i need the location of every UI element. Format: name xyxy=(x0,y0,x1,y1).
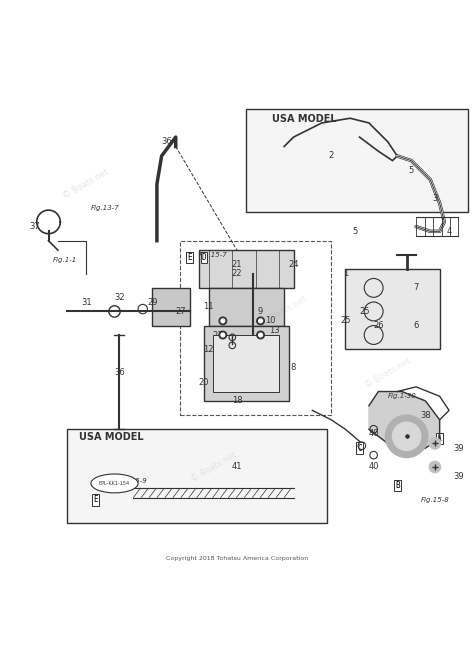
Text: 25: 25 xyxy=(340,316,351,326)
Bar xyxy=(246,109,468,212)
Circle shape xyxy=(259,333,263,337)
Circle shape xyxy=(219,331,227,339)
Text: 5: 5 xyxy=(409,165,414,175)
Circle shape xyxy=(392,422,421,450)
Text: 4: 4 xyxy=(447,227,452,236)
Text: 1: 1 xyxy=(343,269,348,278)
Text: 36: 36 xyxy=(114,369,125,377)
Text: 9: 9 xyxy=(258,307,263,316)
Text: 10: 10 xyxy=(265,316,275,326)
Circle shape xyxy=(257,331,264,339)
Text: 40: 40 xyxy=(368,462,379,472)
Text: 41: 41 xyxy=(232,462,242,472)
Circle shape xyxy=(429,461,440,472)
Circle shape xyxy=(257,317,264,325)
Bar xyxy=(204,326,289,401)
Circle shape xyxy=(219,317,227,325)
Text: 39: 39 xyxy=(453,472,464,481)
Text: 8: 8 xyxy=(291,364,296,373)
Circle shape xyxy=(259,319,263,323)
Text: 26: 26 xyxy=(373,321,383,330)
Circle shape xyxy=(429,438,440,449)
Text: 12: 12 xyxy=(203,344,214,354)
Text: B: B xyxy=(395,481,400,490)
Circle shape xyxy=(385,415,428,458)
Text: 18: 18 xyxy=(232,397,242,405)
Text: 31: 31 xyxy=(81,297,91,306)
Bar xyxy=(209,288,284,326)
Text: Fig.15-9: Fig.15-9 xyxy=(119,478,148,484)
Text: USA MODEL: USA MODEL xyxy=(273,113,337,123)
Text: 25: 25 xyxy=(359,307,369,316)
Text: 29: 29 xyxy=(147,297,157,306)
Text: A: A xyxy=(438,434,442,443)
Text: E: E xyxy=(93,495,98,505)
Text: © Boats.net: © Boats.net xyxy=(364,356,412,389)
Text: Copyright 2018 Tohatsu America Corporation: Copyright 2018 Tohatsu America Corporati… xyxy=(166,556,308,561)
Text: 20: 20 xyxy=(199,378,209,387)
Text: Fig.15-8: Fig.15-8 xyxy=(421,497,449,503)
Text: 17: 17 xyxy=(264,364,275,373)
Circle shape xyxy=(221,319,225,323)
Text: 21: 21 xyxy=(232,260,242,269)
Text: 5: 5 xyxy=(352,227,357,236)
Text: 24: 24 xyxy=(288,260,299,269)
Text: 2: 2 xyxy=(328,151,334,160)
Text: EPL-KK1-154: EPL-KK1-154 xyxy=(99,481,130,486)
Text: 6: 6 xyxy=(413,321,419,330)
Text: 36: 36 xyxy=(161,137,172,146)
Circle shape xyxy=(221,333,225,337)
Text: 22: 22 xyxy=(232,269,242,278)
Text: 40: 40 xyxy=(368,429,379,438)
Text: Fig.13-7: Fig.13-7 xyxy=(91,205,119,211)
Bar xyxy=(213,335,279,391)
Text: USA MODEL: USA MODEL xyxy=(79,431,144,442)
Bar xyxy=(181,241,331,415)
Text: 13: 13 xyxy=(269,326,280,335)
Text: 3: 3 xyxy=(432,194,438,203)
Text: 32: 32 xyxy=(114,293,125,302)
Bar xyxy=(67,429,327,523)
Text: © Boats.net: © Boats.net xyxy=(260,295,309,328)
Text: 14: 14 xyxy=(269,335,280,344)
Text: Fig.1-30: Fig.1-30 xyxy=(388,393,417,399)
Text: © Boats.net: © Boats.net xyxy=(62,168,110,201)
Text: 39: 39 xyxy=(453,444,464,453)
Text: C: C xyxy=(357,444,362,453)
Text: 15: 15 xyxy=(269,354,280,363)
Text: 38: 38 xyxy=(420,411,431,419)
Text: Fig.15-7: Fig.15-7 xyxy=(199,252,228,258)
Text: 7: 7 xyxy=(413,283,419,292)
Text: 37: 37 xyxy=(29,222,40,231)
Text: Fig.1-1: Fig.1-1 xyxy=(53,257,77,263)
Text: E: E xyxy=(188,253,192,262)
Polygon shape xyxy=(369,391,439,453)
Text: 11: 11 xyxy=(203,302,214,312)
Text: 27: 27 xyxy=(175,307,186,316)
Text: © Boats.net: © Boats.net xyxy=(189,450,238,484)
Ellipse shape xyxy=(91,474,138,493)
Text: 19: 19 xyxy=(213,358,223,368)
Bar xyxy=(346,269,439,349)
Bar xyxy=(199,250,293,288)
Bar xyxy=(152,288,190,326)
Text: 16: 16 xyxy=(264,378,275,387)
Text: D: D xyxy=(202,253,206,262)
Text: 23: 23 xyxy=(213,330,223,340)
